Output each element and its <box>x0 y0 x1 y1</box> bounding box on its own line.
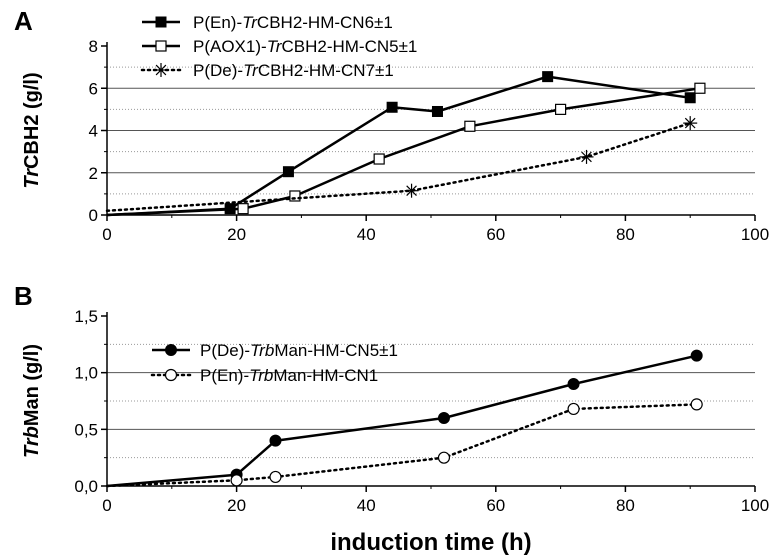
series-line <box>105 403 698 488</box>
y-tick-label: 0,5 <box>74 420 98 439</box>
data-point <box>155 40 167 52</box>
legend-label-italic: Tr <box>243 61 259 80</box>
asterisk-arm <box>406 185 417 197</box>
legend-label: P(De)-TrbMan-HM-CN5±1 <box>200 341 398 360</box>
series-line <box>105 121 692 213</box>
x-tick-label: 60 <box>486 225 505 244</box>
data-point <box>437 451 451 464</box>
y-tick-label: 0,0 <box>74 477 98 496</box>
asterisk-arm <box>155 64 167 76</box>
legend-entry: P(De)-TrCBH2-HM-CN7±1 <box>140 61 394 80</box>
legend-label-prefix: P(AOX1)- <box>193 37 267 56</box>
y-axis-title-rest: Man (g/l) <box>21 344 43 426</box>
series-1 <box>106 349 703 488</box>
legend-label-italic: Tr <box>242 13 258 32</box>
legend-entry: P(En)-TrbMan-HM-CN1 <box>150 366 378 385</box>
y-axis-title-italic: Tr <box>21 168 43 189</box>
legend-label: P(De)-TrCBH2-HM-CN7±1 <box>193 61 394 80</box>
data-point <box>404 183 419 198</box>
legend-label-prefix: P(En)- <box>200 366 249 385</box>
series-3 <box>105 116 698 213</box>
data-point <box>694 82 706 94</box>
data-point <box>554 103 567 115</box>
x-tick-label: 80 <box>616 496 635 515</box>
x-tick-label: 100 <box>741 225 769 244</box>
asterisk-arm <box>581 151 592 163</box>
series-line <box>106 354 697 488</box>
data-point <box>164 368 178 382</box>
legend-label-suffix: Man-HM-CN5±1 <box>274 341 398 360</box>
series-2 <box>106 82 706 217</box>
y-axis-title: TrCBH2 (g/l) <box>21 72 43 188</box>
legend-label-suffix: CBH2-HM-CN6±1 <box>257 13 393 32</box>
legend-label-italic: Trb <box>249 366 273 385</box>
legend-label-suffix: Man-HM-CN1 <box>273 366 378 385</box>
y-tick-label: 4 <box>89 122 98 141</box>
x-tick-label: 0 <box>102 225 111 244</box>
legend-label-suffix: CBH2-HM-CN5±1 <box>281 37 417 56</box>
series-2 <box>105 398 703 488</box>
x-tick-label: 40 <box>357 225 376 244</box>
data-point <box>542 71 554 83</box>
legend-entry: P(De)-TrbMan-HM-CN5±1 <box>152 341 398 360</box>
legend-label: P(AOX1)-TrCBH2-HM-CN5±1 <box>193 37 417 56</box>
legend-entry: P(En)-TrCBH2-HM-CN6±1 <box>142 13 393 32</box>
data-point <box>373 153 385 165</box>
panel-letter: B <box>14 281 33 311</box>
x-tick-label: 0 <box>102 496 111 515</box>
data-point <box>269 470 282 484</box>
y-tick-label: 8 <box>89 37 98 56</box>
data-point <box>683 116 698 131</box>
data-point <box>230 474 243 487</box>
x-tick-label: 20 <box>227 496 246 515</box>
y-tick-label: 6 <box>89 79 98 98</box>
y-tick-label: 2 <box>89 164 98 183</box>
legend-entry: P(AOX1)-TrCBH2-HM-CN5±1 <box>142 37 417 56</box>
x-axis-title: induction time (h) <box>330 529 531 556</box>
legend-label-italic: Trb <box>250 341 274 360</box>
y-tick-label: 1,5 <box>74 307 98 326</box>
panel-letter: A <box>14 6 33 36</box>
asterisk-arm <box>684 117 696 129</box>
data-point <box>684 92 696 104</box>
data-point <box>690 349 703 362</box>
data-point <box>690 398 703 411</box>
x-tick-label: 20 <box>227 225 246 244</box>
data-point <box>154 63 168 77</box>
data-point <box>567 378 580 390</box>
legend-label-prefix: P(De)- <box>200 341 250 360</box>
legend-label: P(En)-TrbMan-HM-CN1 <box>200 366 378 385</box>
data-point <box>464 120 476 132</box>
data-point <box>567 402 580 416</box>
y-tick-label: 1,0 <box>74 364 98 383</box>
data-point <box>282 166 294 178</box>
y-axis-title: TrbMan (g/l) <box>21 344 43 458</box>
y-axis-title-italic: Trb <box>21 426 43 458</box>
data-point <box>155 16 167 28</box>
x-tick-label: 60 <box>486 496 505 515</box>
y-axis-title-rest: CBH2 (g/l) <box>21 72 43 169</box>
data-point <box>237 203 249 215</box>
data-point <box>437 412 450 424</box>
data-point <box>579 149 594 164</box>
legend-label-prefix: P(De)- <box>193 61 243 80</box>
data-point <box>269 434 282 447</box>
legend-label: P(En)-TrCBH2-HM-CN6±1 <box>193 13 393 32</box>
data-point <box>289 190 301 202</box>
legend-label-prefix: P(En)- <box>193 13 242 32</box>
legend-label-suffix: CBH2-HM-CN7±1 <box>258 61 394 80</box>
data-point <box>386 101 398 113</box>
data-point <box>165 344 177 356</box>
x-tick-label: 40 <box>357 496 376 515</box>
legend-label-italic: Tr <box>267 37 283 56</box>
y-tick-label: 0 <box>89 206 98 225</box>
x-tick-label: 80 <box>616 225 635 244</box>
x-tick-label: 100 <box>741 496 769 515</box>
data-point <box>431 105 443 117</box>
